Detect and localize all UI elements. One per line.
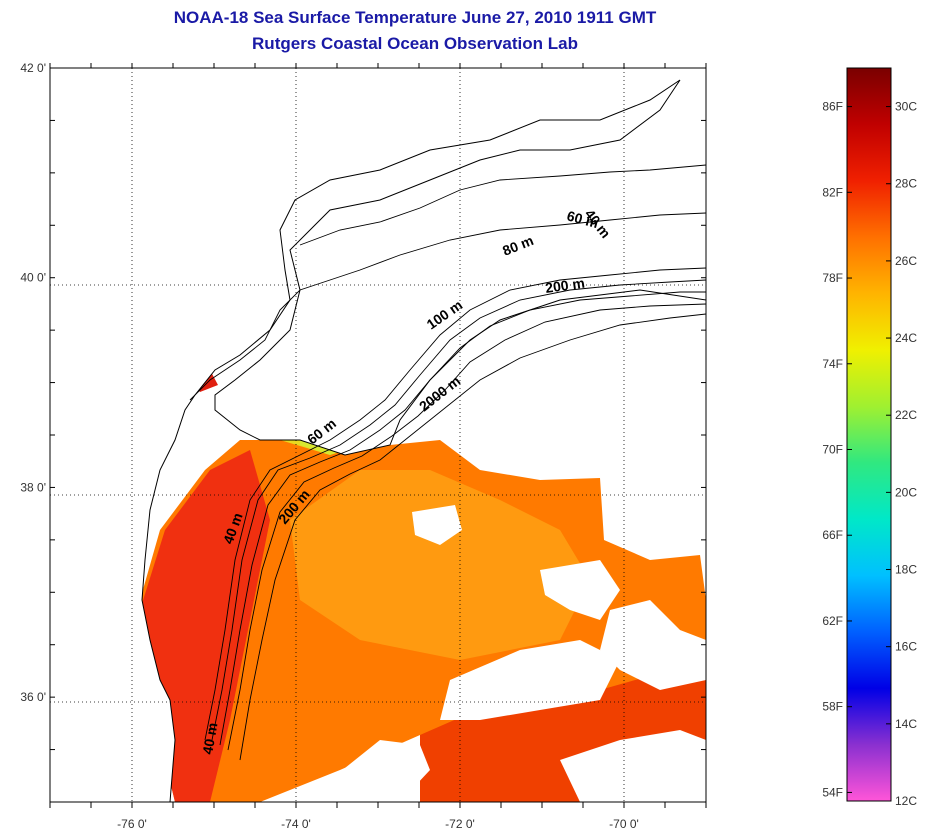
colorbar-c-label: 14C bbox=[895, 717, 917, 731]
map-grid bbox=[50, 68, 706, 802]
colorbar-c-label: 24C bbox=[895, 331, 917, 345]
colorbar-c-label: 30C bbox=[895, 100, 917, 114]
colorbar-c-label: 26C bbox=[895, 254, 917, 268]
lat-label: 38 0' bbox=[20, 480, 46, 494]
lat-label: 40 0' bbox=[20, 271, 46, 285]
colorbar-f-label: 78F bbox=[822, 271, 843, 285]
colorbar-f-label: 62F bbox=[822, 614, 843, 628]
colorbar-f-label: 70F bbox=[822, 443, 843, 457]
lon-labels: -76 0' -74 0' -72 0' -70 0' bbox=[117, 817, 639, 831]
colorbar-f-label: 58F bbox=[822, 700, 843, 714]
sst-nearshore-red bbox=[140, 450, 270, 802]
map-title: NOAA-18 Sea Surface Temperature June 27,… bbox=[173, 8, 657, 27]
lon-label: -74 0' bbox=[281, 817, 311, 831]
lat-labels: 42 0' 40 0' 38 0' 36 0' bbox=[20, 61, 46, 704]
colorbar-c-label: 12C bbox=[895, 794, 917, 808]
depth-label: 200 m bbox=[544, 275, 586, 296]
depth-label: 60 m bbox=[565, 207, 600, 231]
colorbar-c-label: 22C bbox=[895, 408, 917, 422]
colorbar-c-label: 28C bbox=[895, 177, 917, 191]
lon-label: -72 0' bbox=[445, 817, 475, 831]
map-subtitle: Rutgers Coastal Ocean Observation Lab bbox=[252, 34, 578, 53]
colorbar-f-label: 86F bbox=[822, 100, 843, 114]
bathymetry-contours bbox=[189, 164, 706, 761]
sst-orange-patch bbox=[290, 470, 590, 660]
colorbar-fahrenheit-labels: 86F 82F 78F 74F 70F 66F 62F 58F 54F bbox=[822, 100, 852, 799]
lat-label: 42 0' bbox=[20, 61, 46, 75]
colorbar-f-label: 74F bbox=[822, 357, 843, 371]
map-area: 40 m 60 m 80 m 100 m 200 m 2000 m 60 m 2… bbox=[50, 68, 706, 802]
colorbar-celsius-labels: 30C 28C 26C 24C 22C 20C 18C 16C 14C 12C bbox=[886, 100, 917, 808]
land-area bbox=[50, 68, 706, 802]
cloud-mask bbox=[330, 305, 706, 802]
depth-label: 40 m bbox=[199, 721, 220, 755]
colorbar-f-label: 82F bbox=[822, 185, 843, 199]
lon-label: -76 0' bbox=[117, 817, 147, 831]
colorbar: 86F 82F 78F 74F 70F 66F 62F 58F 54F 30C 28C 26C 24C… bbox=[822, 67, 917, 808]
colorbar-f-label: 66F bbox=[822, 528, 843, 542]
lat-label: 36 0' bbox=[20, 690, 46, 704]
colorbar-c-label: 16C bbox=[895, 640, 917, 654]
colorbar-bar bbox=[846, 67, 892, 802]
lon-label: -70 0' bbox=[609, 817, 639, 831]
colorbar-c-label: 20C bbox=[895, 485, 917, 499]
colorbar-f-label: 54F bbox=[822, 785, 843, 799]
axis-ticks bbox=[49, 63, 707, 808]
colorbar-c-label: 18C bbox=[895, 563, 917, 577]
